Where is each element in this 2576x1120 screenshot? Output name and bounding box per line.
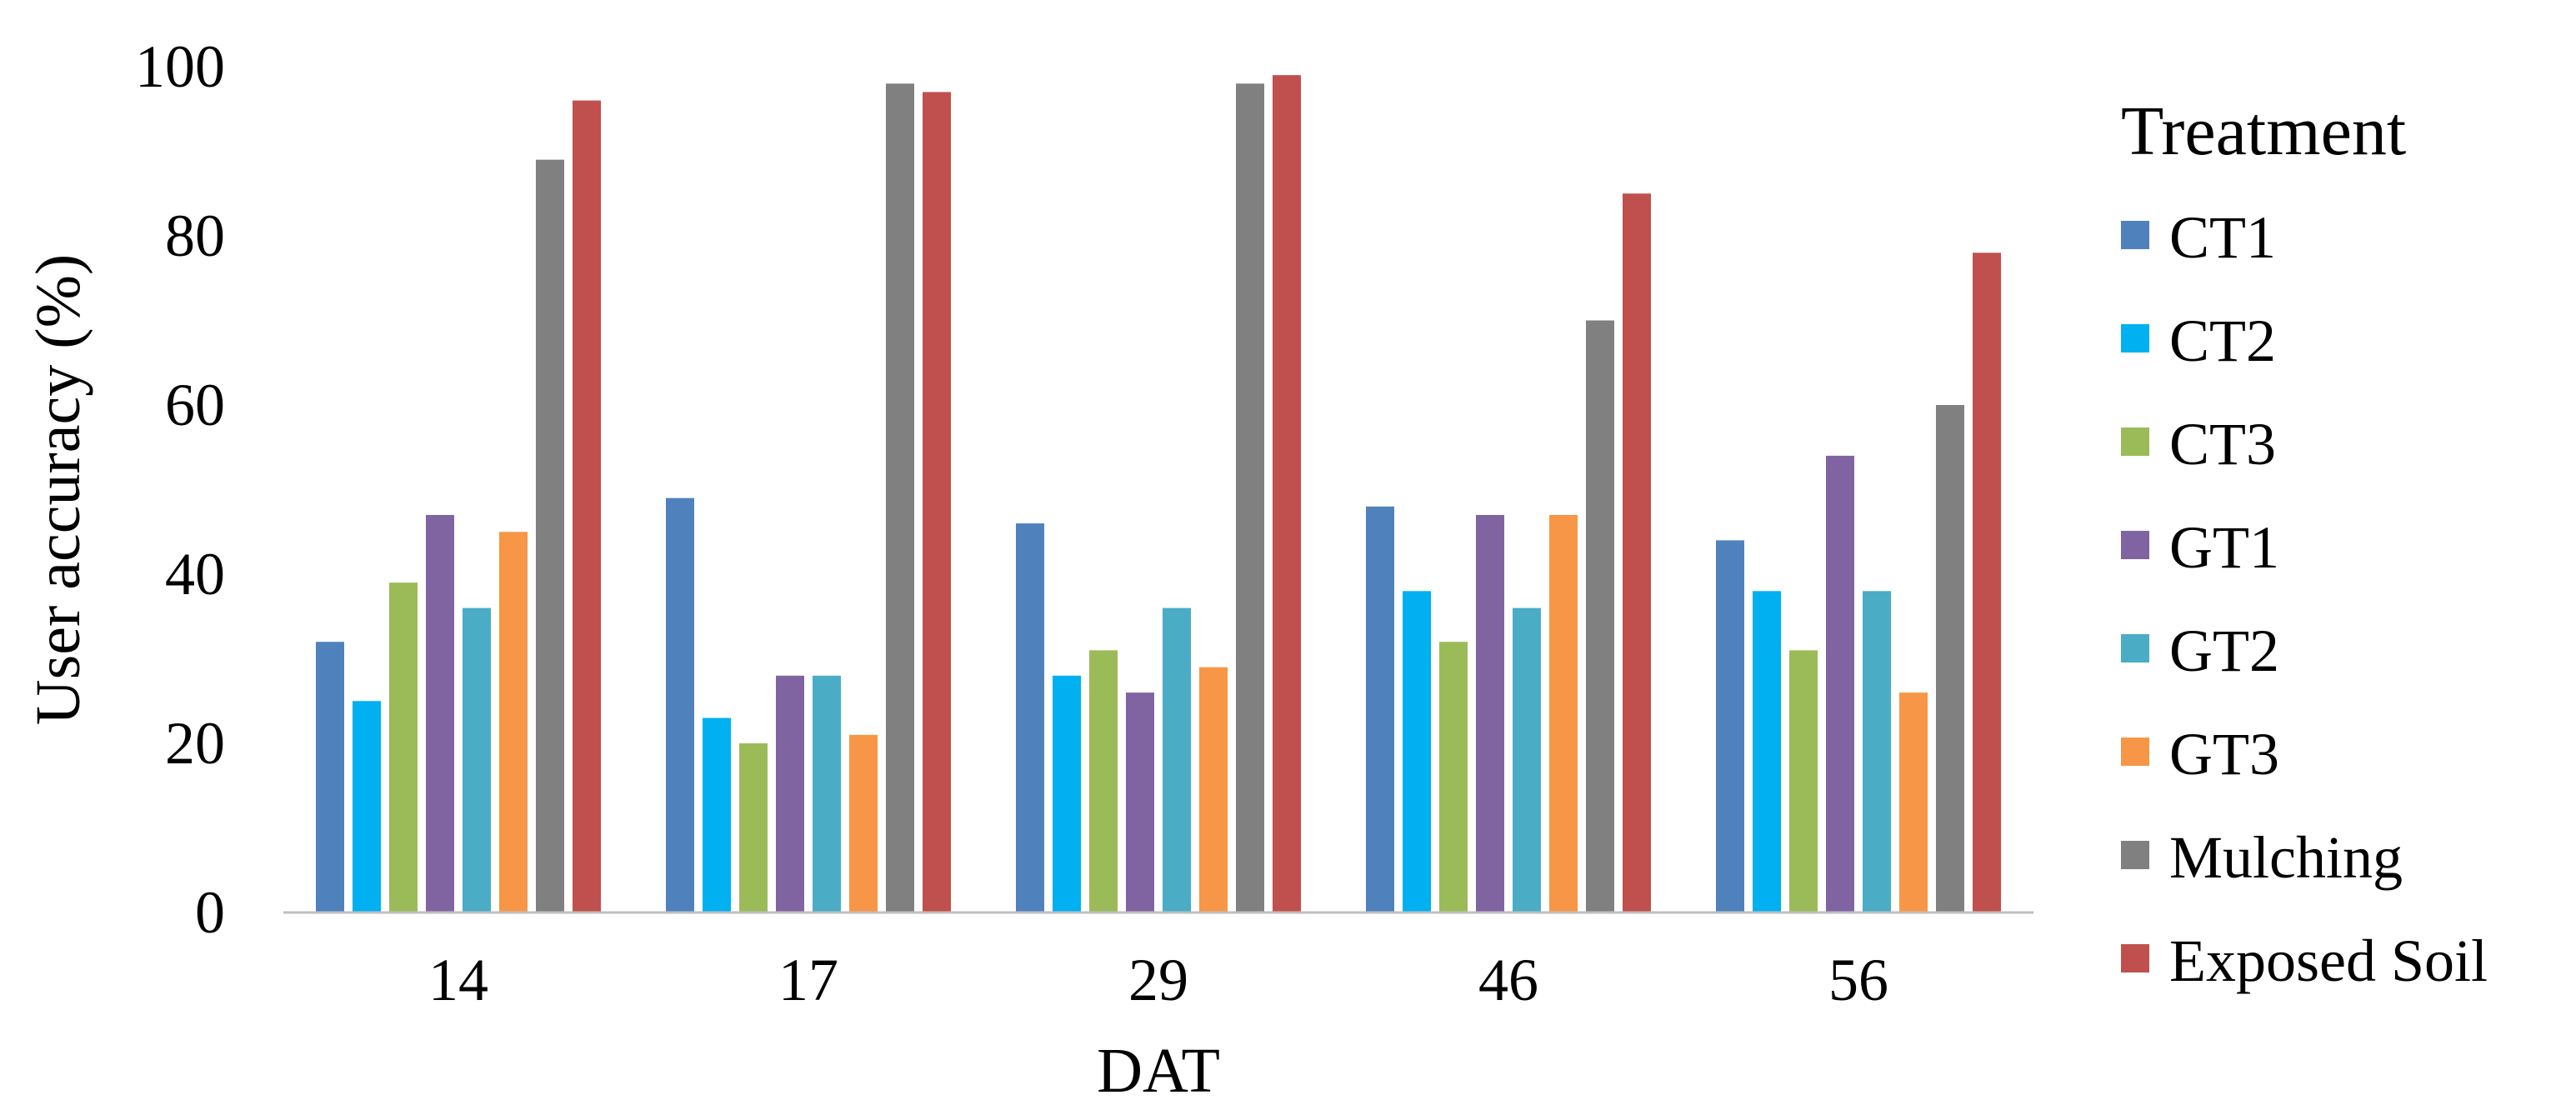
bar-gt1-46 <box>1476 514 1504 912</box>
bar-exposed-soil-29 <box>1273 75 1301 912</box>
bar-ct1-46 <box>1366 506 1394 912</box>
legend-title: Treatment <box>2121 92 2406 170</box>
x-tick-label: 17 <box>778 947 838 1013</box>
y-axis-ticks: 0 20 40 60 80 100 <box>135 33 225 946</box>
bar-gt1-17 <box>776 675 804 912</box>
y-tick-label: 80 <box>165 202 225 269</box>
x-tick-label: 46 <box>1478 947 1538 1013</box>
bar-ct3-29 <box>1089 650 1118 912</box>
bar-gt1-29 <box>1126 692 1154 912</box>
y-tick-label: 20 <box>165 710 225 777</box>
bar-ct3-56 <box>1789 650 1818 912</box>
legend-label: GT1 <box>2169 514 2279 581</box>
bar-exposed-soil-17 <box>923 92 951 912</box>
legend-swatch-ct2 <box>2121 324 2149 352</box>
bar-gt3-56 <box>1899 692 1928 912</box>
bar-gt3-46 <box>1549 514 1578 912</box>
legend-swatch-gt1 <box>2121 531 2149 559</box>
y-tick-label: 0 <box>195 879 225 946</box>
legend-label: Exposed Soil <box>2169 928 2488 994</box>
bar-gt2-14 <box>463 608 491 912</box>
x-axis-title: DAT <box>1097 1036 1220 1106</box>
bar-exposed-soil-56 <box>1973 252 2001 912</box>
bar-exposed-soil-46 <box>1623 193 1651 912</box>
bar-gt3-17 <box>849 734 878 912</box>
bar-ct2-56 <box>1753 591 1781 912</box>
bar-ct2-46 <box>1403 591 1431 912</box>
bar-ct1-17 <box>666 498 694 912</box>
bar-ct1-56 <box>1716 540 1744 912</box>
bar-gt3-29 <box>1199 667 1228 912</box>
legend-swatch-ct1 <box>2121 221 2149 249</box>
y-tick-label: 40 <box>165 541 225 608</box>
y-axis-title: User accuracy (%) <box>23 254 93 725</box>
legend: Treatment CT1 CT2 CT3 GT1 GT2 GT3 Mulching Expo… <box>2121 92 2488 994</box>
x-tick-label: 56 <box>1828 947 1888 1013</box>
bar-exposed-soil-14 <box>573 100 601 913</box>
x-tick-label: 29 <box>1128 947 1188 1013</box>
bar-ct3-14 <box>389 582 418 912</box>
bar-mulching-14 <box>536 159 564 912</box>
legend-swatch-gt2 <box>2121 634 2149 662</box>
bar-gt2-46 <box>1513 608 1541 912</box>
legend-label: CT3 <box>2169 411 2276 478</box>
y-tick-label: 60 <box>165 372 225 438</box>
legend-label: GT3 <box>2169 721 2279 788</box>
bar-gt2-56 <box>1863 591 1891 912</box>
legend-swatch-gt3 <box>2121 738 2149 766</box>
x-axis-ticks: 14 17 29 46 56 <box>428 947 1888 1013</box>
x-tick-label: 14 <box>428 947 488 1013</box>
bar-ct2-17 <box>703 718 731 912</box>
bar-ct2-14 <box>353 701 381 912</box>
bar-mulching-56 <box>1936 405 1964 912</box>
bar-ct1-14 <box>316 642 344 912</box>
bar-ct2-29 <box>1053 675 1081 912</box>
bar-mulching-46 <box>1586 320 1614 912</box>
legend-label: CT1 <box>2169 204 2276 271</box>
bar-mulching-29 <box>1236 83 1264 913</box>
y-tick-label: 100 <box>135 33 225 100</box>
bar-ct3-17 <box>739 743 768 912</box>
bar-gt1-56 <box>1826 455 1854 912</box>
legend-swatch-ct3 <box>2121 428 2149 456</box>
bar-gt3-14 <box>499 532 528 912</box>
bar-mulching-17 <box>886 83 914 913</box>
bar-ct3-46 <box>1439 642 1468 912</box>
legend-swatch-exposed-soil <box>2121 944 2149 972</box>
bar-gt2-17 <box>813 675 841 912</box>
legend-swatch-mulching <box>2121 841 2149 869</box>
bar-ct1-29 <box>1016 523 1044 912</box>
legend-label: Mulching <box>2169 824 2403 891</box>
legend-label: GT2 <box>2169 618 2279 684</box>
bar-gt1-14 <box>426 514 454 912</box>
bar-gt2-29 <box>1163 608 1191 912</box>
legend-label: CT2 <box>2169 308 2276 374</box>
bars-group <box>316 75 2001 913</box>
